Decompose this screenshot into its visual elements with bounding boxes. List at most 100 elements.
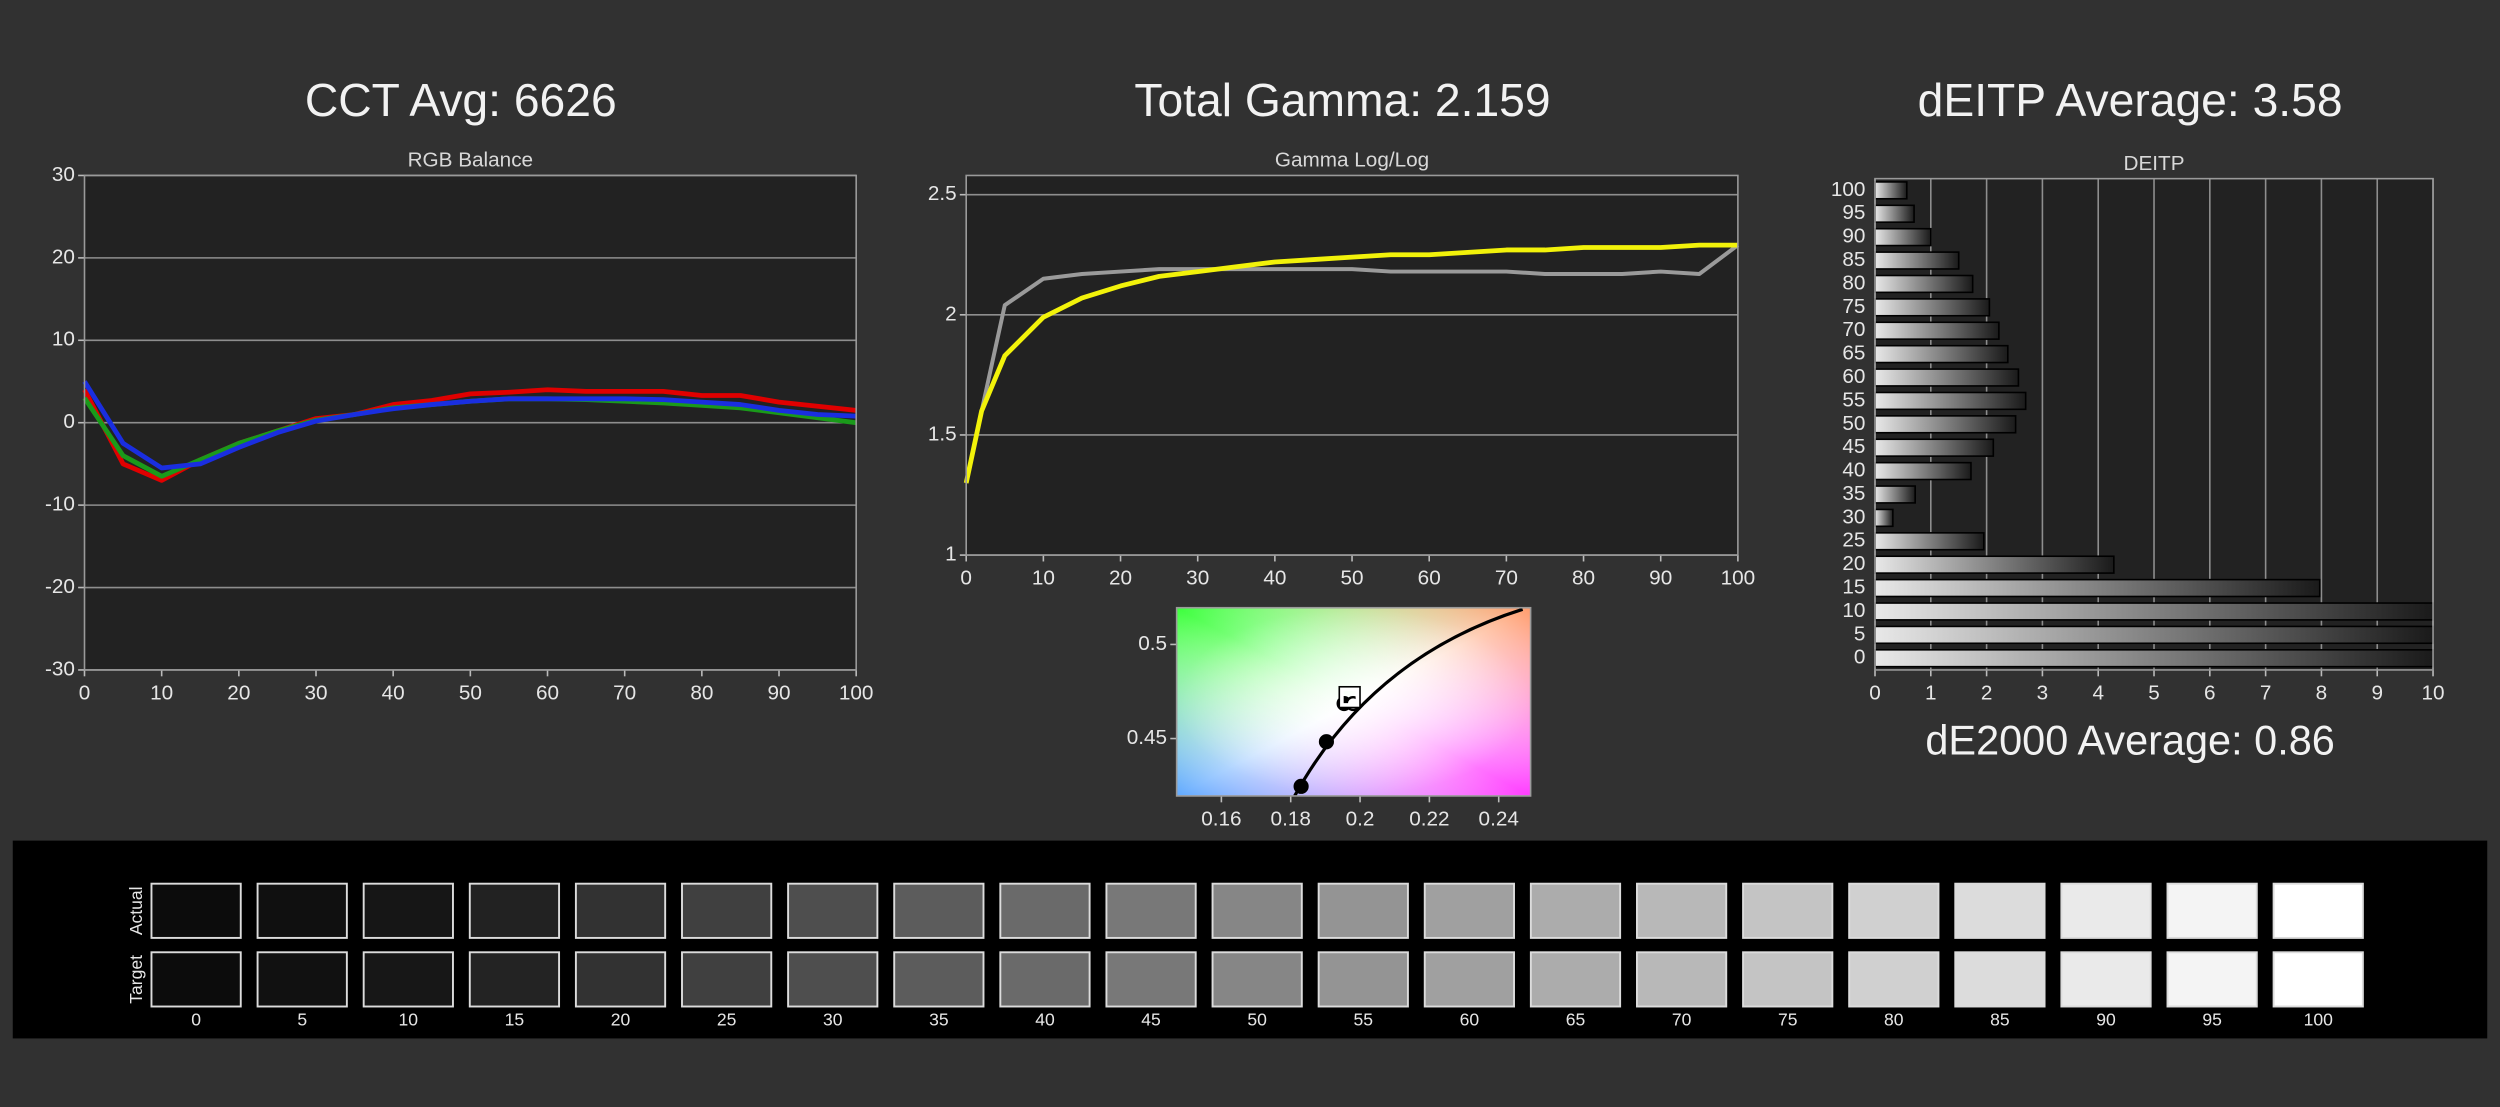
patch xyxy=(1317,882,1409,939)
x-tick-label: 80 xyxy=(1572,566,1595,589)
level-label: 95 xyxy=(2202,1010,2222,1030)
y-tick-label: 70 xyxy=(1842,318,1865,341)
patch xyxy=(2060,951,2152,1008)
x-tick-label: 7 xyxy=(2260,681,2272,704)
patch xyxy=(1317,951,1409,1008)
patch xyxy=(256,882,348,939)
x-tick-label: 20 xyxy=(1109,566,1132,589)
x-tick-label: 10 xyxy=(1032,566,1055,589)
x-tick-label: 70 xyxy=(1495,566,1518,589)
bar xyxy=(1874,204,1915,223)
patch xyxy=(2272,882,2364,939)
y-tick-label: 1 xyxy=(945,543,957,566)
y-tick-label: 20 xyxy=(1842,552,1865,575)
patch xyxy=(1529,882,1622,939)
level-label: 35 xyxy=(929,1010,949,1030)
y-tick-label: 45 xyxy=(1842,435,1865,458)
plot-area xyxy=(966,175,1738,556)
bar xyxy=(1874,555,2115,574)
y-tick-label: 85 xyxy=(1842,248,1865,271)
level-label: 60 xyxy=(1460,1010,1480,1030)
level-label: 50 xyxy=(1247,1010,1267,1030)
level-label: 10 xyxy=(399,1010,419,1030)
target-outline xyxy=(1338,685,1361,709)
bar xyxy=(1874,227,1932,247)
level-label: 90 xyxy=(2096,1010,2116,1030)
planckian-curve xyxy=(1293,607,1524,797)
level-label: 45 xyxy=(1141,1010,1161,1030)
bar xyxy=(1874,251,1960,270)
patch xyxy=(2166,951,2258,1008)
x-tick-label: 2 xyxy=(1981,681,1993,704)
series-line xyxy=(82,380,857,471)
y-tick-label: 2.5 xyxy=(928,182,957,205)
y-tick-label: 0 xyxy=(63,410,75,433)
y-tick-label: 10 xyxy=(52,328,75,351)
x-tick-label: 90 xyxy=(1649,566,1672,589)
measured-point xyxy=(1318,734,1334,750)
x-tick-label: 0.24 xyxy=(1479,807,1519,830)
x-tick-label: 6 xyxy=(2204,681,2216,704)
y-tick-label: 20 xyxy=(52,245,75,268)
row-label: Target xyxy=(126,955,146,1004)
patch xyxy=(150,951,242,1008)
plot-frame xyxy=(1175,606,1532,797)
y-tick-label: 65 xyxy=(1842,342,1865,365)
y-tick-label: 50 xyxy=(1842,412,1865,435)
patch xyxy=(1105,882,1197,939)
x-tick-label: 0 xyxy=(1869,681,1881,704)
y-tick-label: 95 xyxy=(1842,201,1865,224)
patch xyxy=(1954,951,2046,1008)
patch xyxy=(1848,951,1940,1008)
x-tick-label: 0 xyxy=(960,566,972,589)
y-tick-label: 25 xyxy=(1842,529,1865,552)
bar xyxy=(1874,578,2321,598)
patch xyxy=(1423,882,1515,939)
level-label: 40 xyxy=(1035,1010,1055,1030)
x-tick-label: 100 xyxy=(839,681,874,704)
bar xyxy=(1874,485,1916,504)
patch xyxy=(893,882,985,939)
patch xyxy=(468,951,561,1008)
chart-title: RGB Balance xyxy=(408,149,534,172)
x-tick-label: 100 xyxy=(1721,566,1756,589)
x-tick-label: 40 xyxy=(382,681,405,704)
patch xyxy=(787,882,879,939)
patch xyxy=(1529,951,1622,1008)
y-tick-label: -20 xyxy=(45,575,75,598)
patch xyxy=(681,951,773,1008)
y-tick-label: 75 xyxy=(1842,295,1865,318)
y-tick-label: 5 xyxy=(1854,622,1866,645)
bar xyxy=(1874,298,1991,317)
patch xyxy=(893,951,985,1008)
level-label: 0 xyxy=(191,1010,201,1030)
patch xyxy=(1211,951,1303,1008)
level-label: 65 xyxy=(1566,1010,1586,1030)
level-label: 15 xyxy=(505,1010,525,1030)
x-tick-label: 90 xyxy=(767,681,790,704)
x-tick-label: 30 xyxy=(304,681,327,704)
x-tick-label: 50 xyxy=(1341,566,1364,589)
chart-title: Gamma Log/Log xyxy=(1275,149,1429,172)
bar xyxy=(1874,181,1908,200)
level-label: 25 xyxy=(717,1010,737,1030)
x-tick-label: 60 xyxy=(1418,566,1441,589)
patch xyxy=(1742,882,1834,939)
x-tick-label: 10 xyxy=(2422,681,2445,704)
bar xyxy=(1874,438,1995,457)
x-tick-label: 30 xyxy=(1186,566,1209,589)
patch xyxy=(1742,951,1834,1008)
patch xyxy=(1636,951,1728,1008)
y-tick-label: 30 xyxy=(1842,505,1865,528)
chart-header: CCT Avg: 6626 xyxy=(305,74,617,126)
chart-title: DEITP xyxy=(2124,152,2185,175)
bar xyxy=(1874,321,2000,340)
bar xyxy=(1874,344,2009,364)
x-tick-label: 0 xyxy=(79,681,91,704)
y-tick-label: 60 xyxy=(1842,365,1865,388)
patch xyxy=(574,882,667,939)
series-line xyxy=(964,243,1740,484)
